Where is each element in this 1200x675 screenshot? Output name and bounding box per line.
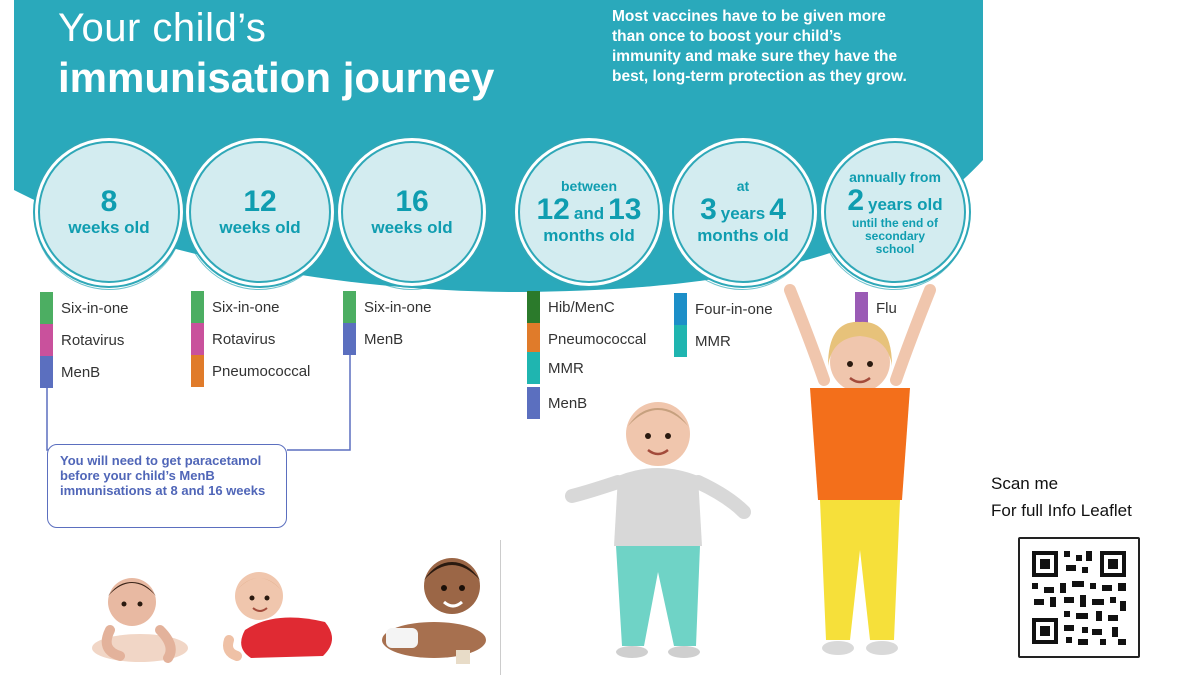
vaccine-label: MenB <box>548 394 588 412</box>
vaccine-color-bar <box>191 355 204 387</box>
milestone-joiner: years <box>720 204 766 223</box>
vaccine-color-bar <box>40 292 53 324</box>
vaccine-label: MenB <box>61 363 101 381</box>
milestone-number: 3 <box>700 193 717 226</box>
vaccine-label: MMR <box>548 359 584 377</box>
milestone-12-13-months: between 12 and 13 months old <box>518 141 660 283</box>
vaccine-color-bar <box>191 323 204 355</box>
vaccine-item: MenB <box>527 387 587 419</box>
baby-photo-12-weeks <box>223 572 333 661</box>
vaccine-color-bar <box>674 325 687 357</box>
qr-caption-line2: For full Info Leaflet <box>991 501 1132 520</box>
menb-bracket-lines <box>46 355 351 451</box>
vaccine-item: Pneumococcal <box>527 323 646 355</box>
milestone-8-weeks: 8 weeks old <box>38 141 180 283</box>
vaccine-label: Rotavirus <box>212 330 276 348</box>
milestone-3-years-4-months: at 3 years 4 months old <box>672 141 814 283</box>
vaccine-label: Pneumococcal <box>548 330 647 348</box>
paracetamol-note: You will need to get paracetamol before … <box>47 444 287 528</box>
circle-ring-decoration <box>184 140 334 290</box>
vaccine-color-bar <box>191 291 204 323</box>
milestone-suffix: until the end of secondary school <box>852 215 938 256</box>
milestone-number: 16 <box>395 185 429 218</box>
page-title-line2: immunisation journey <box>58 54 495 101</box>
vaccine-label: MenB <box>364 330 404 348</box>
intro-text: Most vaccines have to be given more than… <box>612 8 907 85</box>
vaccine-color-bar <box>40 324 53 356</box>
vaccine-item: Flu <box>855 292 897 324</box>
vaccine-item: Four-in-one <box>674 293 773 325</box>
vaccine-color-bar <box>674 293 687 325</box>
vaccine-label: Six-in-one <box>364 298 432 316</box>
vaccine-item: MMR <box>527 352 584 384</box>
milestone-unit: weeks old <box>219 218 301 237</box>
vaccine-color-bar <box>527 352 540 384</box>
milestone-annually-from-2: annually from 2 years old until the end … <box>824 141 966 283</box>
milestone-prefix: between <box>560 178 617 194</box>
milestone-unit: weeks old <box>371 218 453 237</box>
vaccine-label: Four-in-one <box>695 300 773 318</box>
qr-code-frame[interactable] <box>1018 537 1140 658</box>
qr-code-icon[interactable] <box>1020 539 1138 656</box>
vaccine-item: Hib/MenC <box>527 291 615 323</box>
baby-photo-8-weeks <box>92 578 188 663</box>
vaccine-item: Rotavirus <box>191 323 275 355</box>
vaccine-color-bar <box>527 291 540 323</box>
toddler-photo <box>565 402 751 658</box>
vaccine-label: Six-in-one <box>61 299 129 317</box>
vaccine-label: Flu <box>876 299 897 317</box>
vaccine-item: Pneumococcal <box>191 355 310 387</box>
vaccine-label: Hib/MenC <box>548 298 615 316</box>
milestone-number: 12 <box>243 185 277 218</box>
vaccine-item: MMR <box>674 325 731 357</box>
milestone-unit: months old <box>697 226 789 245</box>
milestone-16-weeks: 16 weeks old <box>341 141 483 283</box>
circle-ring-decoration <box>667 140 817 290</box>
milestone-number: 13 <box>608 193 642 226</box>
vaccine-item: MenB <box>343 323 403 355</box>
milestone-number: 8 <box>100 185 118 218</box>
vaccine-item: Rotavirus <box>40 324 124 356</box>
vaccine-label: Six-in-one <box>212 298 280 316</box>
circle-ring-decoration <box>34 140 184 290</box>
girl-photo <box>784 284 936 655</box>
vaccine-item: MenB <box>40 356 100 388</box>
milestone-number: 12 <box>536 193 570 226</box>
milestone-prefix: at <box>736 178 750 194</box>
vaccine-color-bar <box>855 292 868 324</box>
milestone-12-weeks: 12 weeks old <box>189 141 331 283</box>
milestone-unit: weeks old <box>68 218 150 237</box>
milestone-unit: months old <box>543 226 635 245</box>
vaccine-color-bar <box>527 387 540 419</box>
vaccine-label: MMR <box>695 332 731 350</box>
vaccine-color-bar <box>527 323 540 355</box>
vaccine-color-bar <box>40 356 53 388</box>
milestone-joiner: and <box>573 204 605 223</box>
baby-photo-16-weeks <box>382 558 486 664</box>
vaccine-label: Rotavirus <box>61 331 125 349</box>
page-title-line1: Your child’s <box>58 6 267 50</box>
vaccine-color-bar <box>343 291 356 323</box>
qr-caption-line1: Scan me <box>991 474 1059 493</box>
vaccine-color-bar <box>343 323 356 355</box>
milestone-prefix: annually from <box>849 168 941 185</box>
vaccine-item: Six-in-one <box>40 292 129 324</box>
vaccine-item: Six-in-one <box>343 291 432 323</box>
vaccine-item: Six-in-one <box>191 291 280 323</box>
circle-ring-decoration <box>513 140 663 290</box>
milestone-unit: years old <box>868 194 943 214</box>
vaccine-label: Pneumococcal <box>212 362 311 380</box>
circle-ring-decoration <box>336 140 486 290</box>
photo-divider <box>500 540 501 675</box>
milestone-number: 4 <box>769 193 786 226</box>
circle-ring-decoration <box>819 140 969 290</box>
milestone-number: 2 <box>847 183 865 217</box>
